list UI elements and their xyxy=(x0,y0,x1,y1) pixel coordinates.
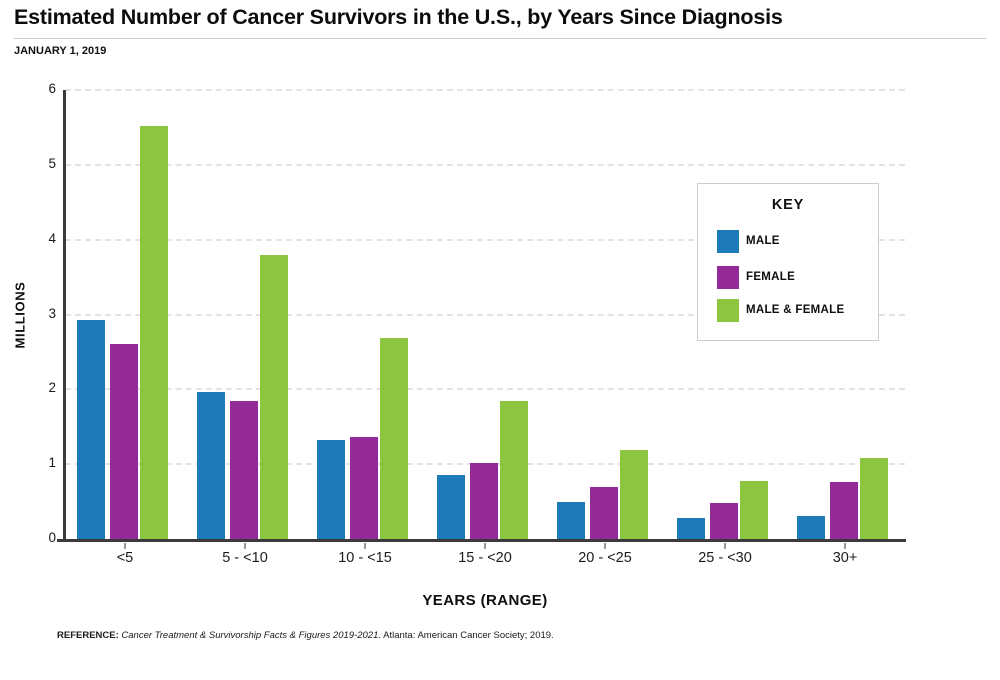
bar-male-3 xyxy=(437,475,465,539)
reference-tail: Atlanta: American Cancer Society; 2019. xyxy=(381,630,554,641)
bar-female-0 xyxy=(110,344,138,539)
gridline-3 xyxy=(65,313,905,316)
x-tick-2 xyxy=(364,543,366,549)
x-tick-label-0: <5 xyxy=(116,550,134,566)
x-tick-label-2: 10 - <15 xyxy=(338,550,392,566)
bar-male-6 xyxy=(797,515,825,539)
legend-label-female: FEMALE xyxy=(746,271,796,283)
x-tick-0 xyxy=(124,543,126,549)
bar-female-3 xyxy=(470,463,498,539)
chart-title: Estimated Number of Cancer Survivors in … xyxy=(14,5,783,29)
legend-label-male: MALE xyxy=(746,235,780,247)
bar-male-female-0 xyxy=(140,125,168,539)
y-axis-line xyxy=(63,90,66,540)
y-tick-label-4: 4 xyxy=(48,230,56,246)
x-tick-6 xyxy=(844,543,846,549)
bar-male-4 xyxy=(557,502,585,539)
y-tick-label-6: 6 xyxy=(48,81,56,97)
y-tick-label-3: 3 xyxy=(48,305,56,321)
x-tick-3 xyxy=(484,543,486,549)
bar-male-female-5 xyxy=(740,481,768,539)
male-swatch-icon xyxy=(717,230,739,253)
y-tick-label-5: 5 xyxy=(48,155,56,171)
title-divider xyxy=(14,38,986,39)
bar-female-1 xyxy=(230,401,258,539)
bar-female-2 xyxy=(350,437,378,539)
x-axis-title: YEARS (RANGE) xyxy=(422,592,548,609)
x-tick-label-1: 5 - <10 xyxy=(222,550,268,566)
x-tick-5 xyxy=(724,543,726,549)
x-tick-label-6: 30+ xyxy=(832,550,858,566)
bar-female-4 xyxy=(590,486,618,539)
male-female-swatch-icon xyxy=(717,299,739,322)
legend-label-male-female: MALE & FEMALE xyxy=(746,304,845,316)
gridline-4 xyxy=(65,238,905,241)
bar-male-female-3 xyxy=(500,400,528,539)
bar-female-6 xyxy=(830,482,858,539)
bar-female-5 xyxy=(710,503,738,539)
x-tick-4 xyxy=(604,543,606,549)
bar-male-2 xyxy=(317,440,345,539)
y-tick-label-1: 1 xyxy=(48,455,56,471)
bar-male-5 xyxy=(677,518,705,539)
reference-note: REFERENCE: Cancer Treatment & Survivorsh… xyxy=(57,630,554,641)
bar-male-0 xyxy=(77,320,105,539)
gridline-6 xyxy=(65,89,905,92)
chart-subtitle: JANUARY 1, 2019 xyxy=(14,45,107,57)
female-swatch-icon xyxy=(717,266,739,289)
bar-male-1 xyxy=(197,392,225,539)
x-tick-label-3: 15 - <20 xyxy=(458,550,512,566)
x-tick-label-4: 20 - <25 xyxy=(578,550,632,566)
y-tick-label-0: 0 xyxy=(48,530,56,545)
reference-label: REFERENCE: xyxy=(57,630,119,641)
x-tick-1 xyxy=(244,543,246,549)
legend-title: KEY xyxy=(771,197,805,213)
gridline-5 xyxy=(65,163,905,166)
bar-male-female-6 xyxy=(860,458,888,539)
gridline-2 xyxy=(65,388,905,391)
bar-male-female-1 xyxy=(260,254,288,539)
bar-male-female-4 xyxy=(620,449,648,539)
legend-box: KEY MALE FEMALE MALE & FEMALE xyxy=(697,183,879,341)
bar-male-female-2 xyxy=(380,338,408,539)
reference-citation: Cancer Treatment & Survivorship Facts & … xyxy=(118,630,382,641)
x-tick-label-5: 25 - <30 xyxy=(698,550,752,566)
x-axis-line xyxy=(57,538,906,542)
y-tick-label-2: 2 xyxy=(48,380,56,396)
